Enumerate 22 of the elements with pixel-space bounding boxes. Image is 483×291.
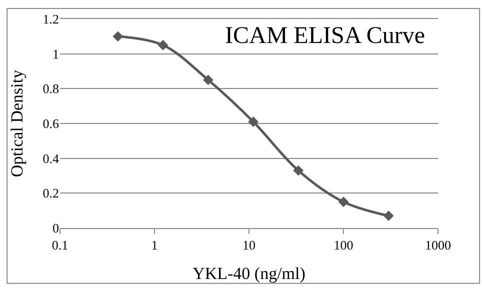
x-tick-label: 10: [242, 238, 256, 253]
point: [293, 165, 304, 176]
chart-title: ICAM ELISA Curve: [225, 23, 425, 49]
x-tick-label: 1: [151, 238, 158, 253]
y-tick-label: 0.8: [42, 81, 59, 96]
point: [112, 31, 124, 42]
point: [248, 116, 258, 127]
x-tick-label: 0.1: [52, 238, 68, 253]
y-tick-label: 0.4: [42, 150, 60, 166]
point: [203, 74, 214, 86]
y-tick-label: 1.2: [42, 12, 59, 27]
y-axis-title: Optical Density: [7, 69, 26, 178]
y-tick-label: 0: [52, 220, 59, 236]
y-tick-label: 0.2: [42, 186, 59, 201]
y-tick-label: 1: [52, 46, 59, 62]
y-tick-label: 0.6: [42, 116, 60, 132]
point: [383, 210, 394, 222]
x-tick-label: 100: [334, 238, 354, 253]
point: [158, 40, 168, 50]
point: [338, 196, 349, 208]
x-axis-title: YKL-40 (ng/ml): [192, 264, 306, 283]
x-tick-label: 1000: [425, 238, 451, 253]
